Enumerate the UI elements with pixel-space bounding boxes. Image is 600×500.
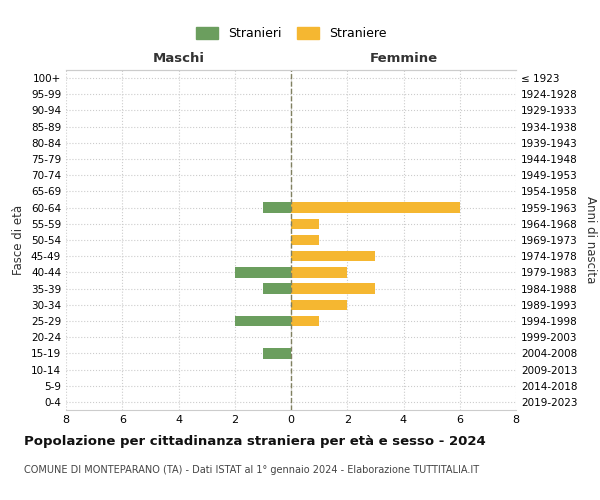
- Bar: [291, 202, 460, 213]
- Text: Femmine: Femmine: [370, 52, 437, 65]
- Bar: [291, 251, 376, 262]
- Bar: [291, 234, 319, 246]
- Bar: [263, 348, 291, 358]
- Text: Popolazione per cittadinanza straniera per età e sesso - 2024: Popolazione per cittadinanza straniera p…: [24, 435, 486, 448]
- Text: Maschi: Maschi: [152, 52, 205, 65]
- Y-axis label: Fasce di età: Fasce di età: [13, 205, 25, 275]
- Bar: [291, 218, 319, 229]
- Y-axis label: Anni di nascita: Anni di nascita: [584, 196, 597, 284]
- Bar: [263, 284, 291, 294]
- Bar: [235, 316, 291, 326]
- Bar: [291, 267, 347, 278]
- Bar: [291, 300, 347, 310]
- Bar: [291, 316, 319, 326]
- Bar: [291, 284, 376, 294]
- Text: COMUNE DI MONTEPARANO (TA) - Dati ISTAT al 1° gennaio 2024 - Elaborazione TUTTIT: COMUNE DI MONTEPARANO (TA) - Dati ISTAT …: [24, 465, 479, 475]
- Bar: [235, 267, 291, 278]
- Bar: [263, 202, 291, 213]
- Legend: Stranieri, Straniere: Stranieri, Straniere: [191, 22, 392, 45]
